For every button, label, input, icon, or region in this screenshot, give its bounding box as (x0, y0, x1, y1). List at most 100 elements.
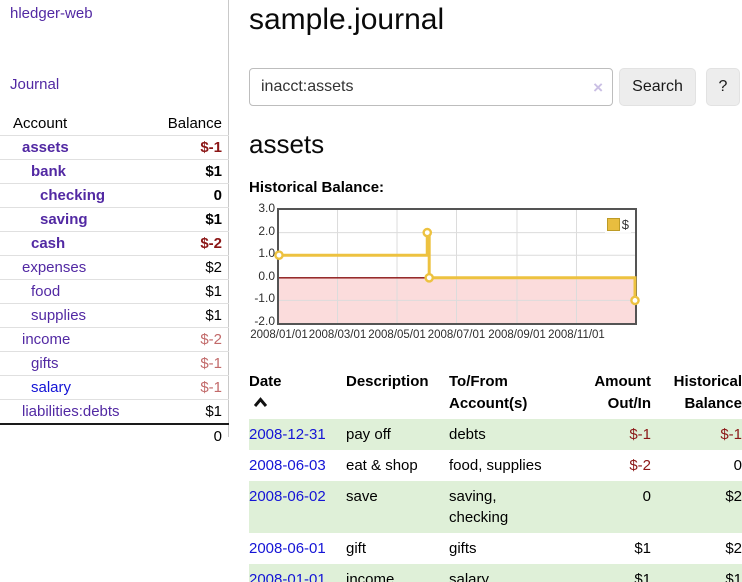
brand-link[interactable]: hledger-web (10, 5, 93, 22)
account-link[interactable]: cash (31, 235, 66, 252)
transaction-balance: $2 (651, 480, 742, 533)
transaction-date-link[interactable]: 2008-06-03 (249, 456, 326, 474)
transaction-accounts: food, supplies (449, 456, 542, 474)
transaction-balance: 0 (733, 456, 742, 474)
account-row: expenses $2 (0, 255, 229, 280)
transaction-row: 2008-06-03 eat & shop food, supplies $-2 0 (249, 450, 742, 481)
search-box: × (249, 68, 613, 106)
transaction-accounts: saving, checking (449, 480, 567, 533)
account-balance: $1 (132, 207, 229, 232)
accounts-header-account: Account (13, 115, 68, 132)
legend-swatch-icon (606, 218, 620, 231)
account-row: checking 0 (0, 183, 229, 208)
account-balance: $-1 (132, 375, 229, 400)
account-link[interactable]: assets (22, 139, 69, 156)
account-balance: $1 (132, 399, 229, 424)
account-link[interactable]: saving (40, 211, 88, 228)
account-link[interactable]: liabilities:debts (22, 403, 120, 420)
transactions-table: Date Description To/From Account(s) Amou… (249, 369, 742, 582)
column-header-accounts: To/From Account(s) (449, 373, 528, 412)
x-axis-tick-label: 2008/03/01 (308, 329, 367, 341)
account-row: bank $1 (0, 159, 229, 184)
account-link[interactable]: supplies (31, 307, 87, 324)
transaction-balance: $-1 (651, 418, 742, 450)
account-link[interactable]: salary (31, 379, 72, 396)
account-row: food $1 (0, 279, 229, 304)
page-title: sample.journal (249, 3, 445, 36)
accounts-header-balance: Balance (167, 115, 222, 132)
account-balance: $-1 (132, 351, 229, 376)
chart-legend: $ (604, 216, 631, 233)
transaction-row: 2008-06-02 save saving, checking 0 $2 (249, 480, 742, 533)
account-balance: $1 (132, 303, 229, 328)
account-heading: assets (249, 129, 325, 159)
transaction-description: eat & shop (346, 456, 418, 474)
transaction-amount: $1 (634, 539, 651, 557)
column-header-date[interactable]: Date (249, 369, 346, 419)
account-balance: 0 (132, 183, 229, 208)
x-axis-tick-label: 2008/07/01 (427, 329, 486, 341)
account-row: supplies $1 (0, 303, 229, 328)
chart-plot-area: $ (274, 208, 640, 325)
transaction-description: pay off (346, 418, 449, 450)
historical-balance-chart: 3.0 2.0 1.0 0.0 -1.0 -2.0 $ 2008/01/01 2008/03… (249, 201, 742, 348)
transaction-date-link[interactable]: 2008-06-02 (249, 487, 326, 505)
transaction-amount: 0 (567, 480, 651, 533)
account-balance: $2 (132, 255, 229, 280)
x-axis-tick-label: 2008/05/01 (368, 329, 426, 341)
account-link[interactable]: income (22, 331, 71, 348)
y-axis-tick-label: -1.0 (254, 291, 275, 306)
column-header-amount: Amount Out/In (594, 373, 651, 412)
transaction-amount: $-1 (567, 418, 651, 450)
transaction-description: save (346, 480, 449, 533)
transaction-accounts: debts (449, 418, 567, 450)
account-balance: $-2 (132, 327, 229, 352)
chart-canvas (274, 210, 640, 323)
sidebar: hledger-web Journal Account Balance asse… (0, 0, 229, 448)
transaction-description: gift (346, 539, 367, 557)
account-row: saving $1 (0, 207, 229, 232)
account-row: income $-2 (0, 327, 229, 352)
y-axis-tick-label: 2.0 (258, 223, 275, 238)
x-axis-tick-label: 2008/09/01 (488, 329, 546, 341)
account-balance: $1 (132, 279, 229, 304)
transaction-date-link[interactable]: 2008-12-31 (249, 425, 326, 443)
transaction-row: 2008-06-01 gift gifts $1 $2 (249, 533, 742, 564)
accounts-total-value: 0 (132, 423, 229, 448)
transaction-balance: $1 (651, 563, 742, 582)
y-axis-tick-label: -2.0 (254, 314, 275, 328)
account-link[interactable]: checking (40, 187, 106, 204)
search-input[interactable] (250, 69, 612, 105)
x-axis-tick-label: 2008/01/01 (250, 329, 308, 341)
clear-search-icon[interactable]: × (593, 78, 603, 97)
transaction-accounts: gifts (449, 539, 477, 557)
help-button[interactable]: ? (706, 68, 740, 106)
y-axis-tick-label: 0.0 (258, 268, 275, 283)
transaction-description: income (346, 563, 449, 582)
y-axis-tick-label: 1.0 (258, 246, 275, 261)
account-row: liabilities:debts $1 (0, 399, 229, 424)
account-row: salary $-1 (0, 375, 229, 400)
account-balance: $1 (132, 159, 229, 184)
account-row: gifts $-1 (0, 351, 229, 376)
account-link[interactable]: expenses (22, 259, 87, 276)
transaction-date-link[interactable]: 2008-01-01 (249, 570, 326, 582)
transaction-accounts: salary (449, 563, 567, 582)
transaction-date-link[interactable]: 2008-06-01 (249, 539, 326, 557)
main-content: sample.journal × Search ? assets Histori… (249, 0, 742, 582)
account-row: assets $-1 (0, 135, 229, 160)
transaction-amount: $-2 (629, 456, 651, 474)
account-link[interactable]: bank (31, 163, 67, 180)
sort-ascending-icon (253, 393, 346, 415)
y-axis-tick-label: 3.0 (258, 201, 275, 215)
transaction-amount: $1 (567, 563, 651, 582)
sidebar-item-journal[interactable]: Journal (10, 76, 60, 93)
search-button[interactable]: Search (619, 68, 696, 106)
column-header-balance: Historical Balance (673, 373, 742, 412)
transactions-header-row: Date Description To/From Account(s) Amou… (249, 369, 742, 419)
account-link[interactable]: food (31, 283, 61, 300)
accounts-balance-table: Account Balance assets $-1 bank $1 checking 0… (0, 112, 229, 448)
account-balance: $-2 (132, 231, 229, 256)
account-link[interactable]: gifts (31, 355, 59, 372)
